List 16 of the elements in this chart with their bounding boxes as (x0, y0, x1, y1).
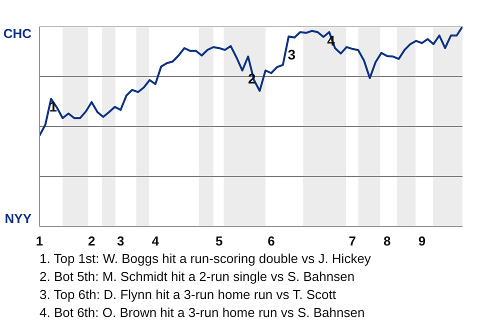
x-tick-label: 9 (418, 234, 426, 248)
x-tick-label: 8 (384, 234, 391, 248)
x-tick-label: 7 (348, 234, 356, 248)
x-tick-label: 4 (152, 234, 160, 248)
text: CHC (3, 26, 32, 41)
x-tick-label: 5 (216, 234, 223, 248)
annotation: 3 (288, 46, 296, 62)
text: 3. Top 6th: D. Flynn hit a 3-run home run vs T. Scott (40, 287, 336, 302)
x-tick-label: 3 (117, 234, 124, 248)
text: 2. Bot 5th: M. Schmidt hit a 2-run single vs S. Bahnsen (40, 269, 355, 284)
text: 1. Top 1st: W. Boggs hit a run-scoring double vs J. Hickey (40, 251, 372, 266)
x-tick-label: 6 (268, 234, 275, 248)
x-tick-label: 1 (36, 234, 44, 248)
x-tick-label: 2 (88, 234, 96, 248)
text: NYY (4, 211, 32, 226)
text: 4. Bot 6th: O. Brown hit a 3-run home run vs S. Bahnsen (40, 305, 365, 320)
